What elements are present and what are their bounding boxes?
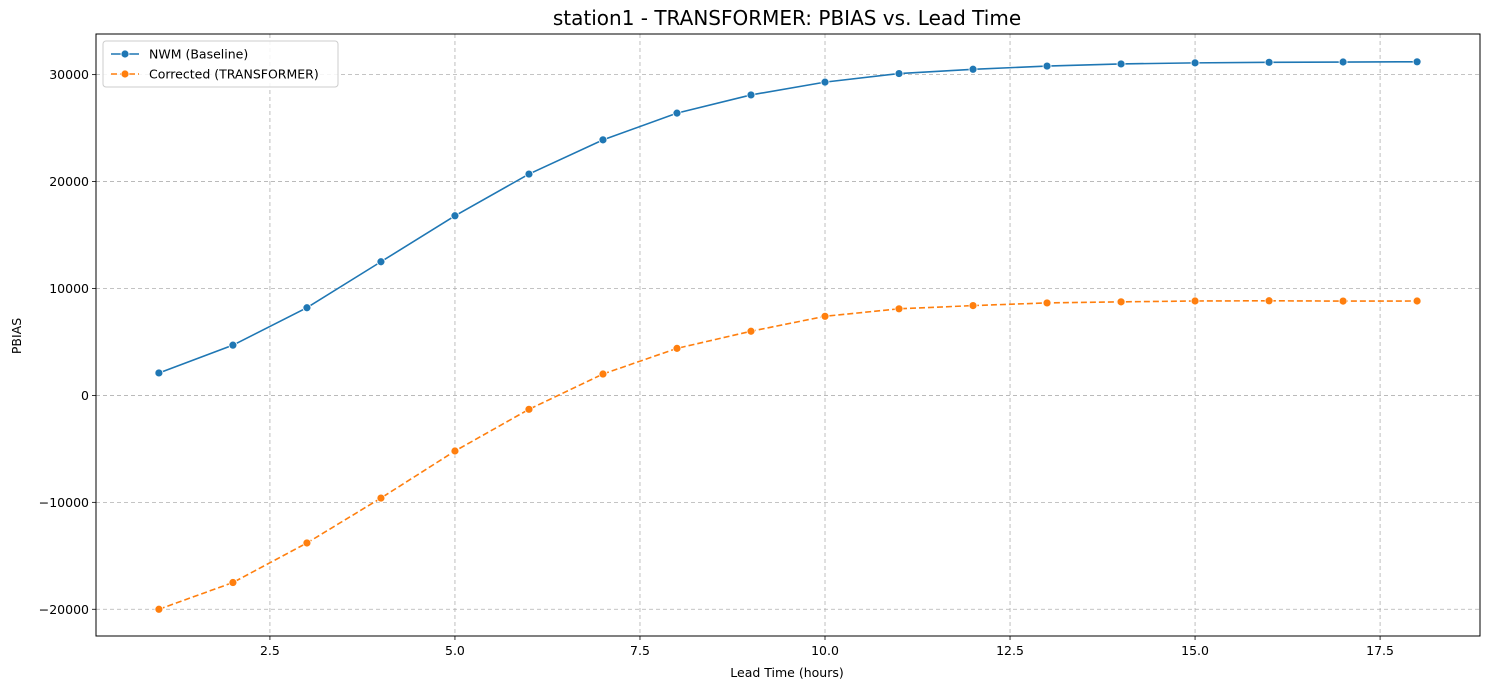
data-point	[968, 64, 978, 74]
data-point	[746, 326, 756, 336]
data-point	[894, 304, 904, 314]
data-point	[524, 404, 534, 414]
grid-lines	[96, 34, 1480, 636]
data-point	[524, 169, 534, 179]
data-point	[1338, 296, 1348, 306]
data-point	[894, 69, 904, 78]
x-tick-label: 5.0	[445, 643, 465, 658]
legend-swatch-marker	[120, 49, 130, 59]
series-lines	[154, 57, 1422, 614]
data-point	[228, 578, 238, 587]
data-point	[1338, 57, 1348, 67]
series-line	[158, 299, 1418, 611]
data-point	[154, 368, 164, 378]
y-tick-label: 30000	[49, 67, 89, 82]
legend: NWM (Baseline) Corrected (TRANSFORMER)	[102, 40, 339, 88]
data-point	[376, 493, 386, 503]
x-tick-label: 15.0	[1181, 643, 1209, 658]
data-point	[598, 135, 608, 145]
chart-title: station1 - TRANSFORMER: PBIAS vs. Lead T…	[553, 6, 1021, 30]
x-tick-label: 2.5	[260, 643, 280, 658]
series-0	[154, 57, 1422, 378]
data-point	[746, 90, 756, 100]
series-1	[154, 296, 1422, 614]
data-point	[450, 446, 460, 456]
data-point	[598, 369, 608, 379]
x-axis: 2.5 5.0 7.5 10.0 12.5 15.0 17.5	[260, 636, 1394, 658]
x-axis-title: Lead Time (hours)	[730, 665, 843, 680]
x-tick-label: 17.5	[1366, 643, 1394, 658]
data-point	[1264, 57, 1274, 67]
data-point	[302, 303, 312, 313]
data-point	[1042, 298, 1052, 308]
data-point	[302, 538, 312, 548]
data-point	[672, 108, 682, 118]
y-tick-label: 10000	[49, 281, 89, 296]
data-point	[1116, 297, 1126, 307]
y-axis-title: PBIAS	[9, 318, 24, 354]
data-point	[1042, 61, 1052, 71]
x-tick-label: 12.5	[996, 643, 1024, 658]
plot-frame	[95, 33, 1481, 637]
data-point	[1264, 296, 1274, 306]
data-point	[154, 604, 164, 614]
data-point	[1190, 296, 1200, 306]
x-tick-label: 10.0	[811, 643, 839, 658]
data-point	[1412, 296, 1422, 306]
data-point	[672, 343, 682, 353]
data-point	[228, 340, 238, 350]
data-point	[376, 257, 386, 267]
x-tick-label: 7.5	[630, 643, 650, 658]
y-tick-label: 0	[81, 388, 89, 403]
series-line	[158, 61, 1418, 374]
data-point	[1116, 59, 1126, 69]
y-tick-label: −20000	[39, 602, 89, 617]
legend-label: Corrected (TRANSFORMER)	[149, 67, 319, 82]
data-point	[1190, 58, 1200, 68]
legend-swatch-marker	[120, 69, 130, 79]
y-axis: −20000 −10000 0 10000 20000 30000	[39, 67, 96, 617]
data-point	[450, 211, 460, 221]
data-point	[968, 301, 978, 310]
data-point	[1412, 57, 1422, 67]
y-tick-label: −10000	[39, 495, 89, 510]
data-point	[820, 77, 830, 87]
y-tick-label: 20000	[49, 174, 89, 189]
legend-label: NWM (Baseline)	[149, 47, 248, 62]
legend-box	[102, 40, 339, 88]
data-point	[820, 311, 830, 321]
